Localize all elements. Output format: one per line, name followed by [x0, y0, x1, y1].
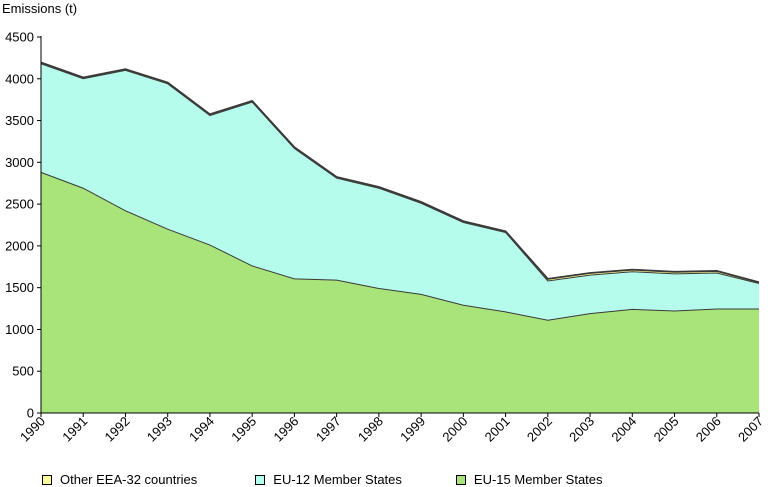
x-tick-label-1992: 1992 [102, 414, 133, 445]
x-tick-label-2001: 2001 [482, 414, 513, 445]
legend-swatch-eu15 [455, 474, 466, 485]
y-tick-label-500: 500 [12, 364, 34, 379]
line-eu-12-member-states [40, 63, 760, 284]
x-tick-label-2002: 2002 [524, 414, 555, 445]
legend-swatch-other [42, 474, 52, 485]
x-tick-label-1996: 1996 [270, 414, 301, 445]
legend-item-eu15: EU-15 Member States [455, 472, 603, 487]
x-tick-label-1999: 1999 [397, 414, 428, 445]
x-tick-label-2000: 2000 [439, 414, 470, 445]
legend-label-eu15: EU-15 Member States [473, 472, 603, 487]
y-tick-label-1000: 1000 [5, 322, 34, 337]
y-tick-label-3500: 3500 [5, 113, 34, 128]
x-tick-label-1990: 1990 [17, 414, 48, 445]
x-tick-label-1997: 1997 [313, 414, 344, 445]
x-tick-label-2003: 2003 [566, 414, 597, 445]
x-tick-label-1991: 1991 [59, 414, 90, 445]
y-tick-label-1500: 1500 [5, 280, 34, 295]
x-tick-label-2004: 2004 [608, 414, 639, 445]
y-tick-label-3000: 3000 [5, 155, 34, 170]
y-tick-label-0: 0 [27, 406, 34, 421]
x-tick-label-2006: 2006 [693, 414, 724, 445]
y-tick-label-4500: 4500 [5, 30, 34, 45]
area-eu-15-member-states [41, 172, 759, 413]
legend-item-other: Other EEA-32 countries [42, 472, 197, 487]
legend-label-other: Other EEA-32 countries [60, 472, 198, 487]
legend: Other EEA-32 countries EU-12 Member Stat… [42, 472, 603, 487]
line-eu-15-member-states [40, 171, 759, 321]
line-other-eea-32-countries [40, 61, 760, 284]
x-tick-label-1995: 1995 [228, 414, 259, 445]
x-tick-label-1993: 1993 [144, 414, 175, 445]
legend-item-eu12: EU-12 Member States [255, 472, 402, 487]
x-tick-label-1998: 1998 [355, 414, 386, 445]
y-tick-label-4000: 4000 [5, 71, 34, 86]
x-tick-label-2007: 2007 [735, 414, 766, 445]
y-tick-label-2500: 2500 [5, 197, 34, 212]
y-tick-label-2000: 2000 [5, 238, 34, 253]
x-tick-label-1994: 1994 [186, 414, 217, 445]
legend-swatch-eu12 [255, 474, 266, 485]
legend-label-eu12: EU-12 Member States [273, 472, 402, 487]
x-tick-label-2005: 2005 [651, 414, 682, 445]
y-axis-label: Emissions (t) [2, 1, 78, 16]
area-eu-12-member-states [41, 63, 759, 321]
